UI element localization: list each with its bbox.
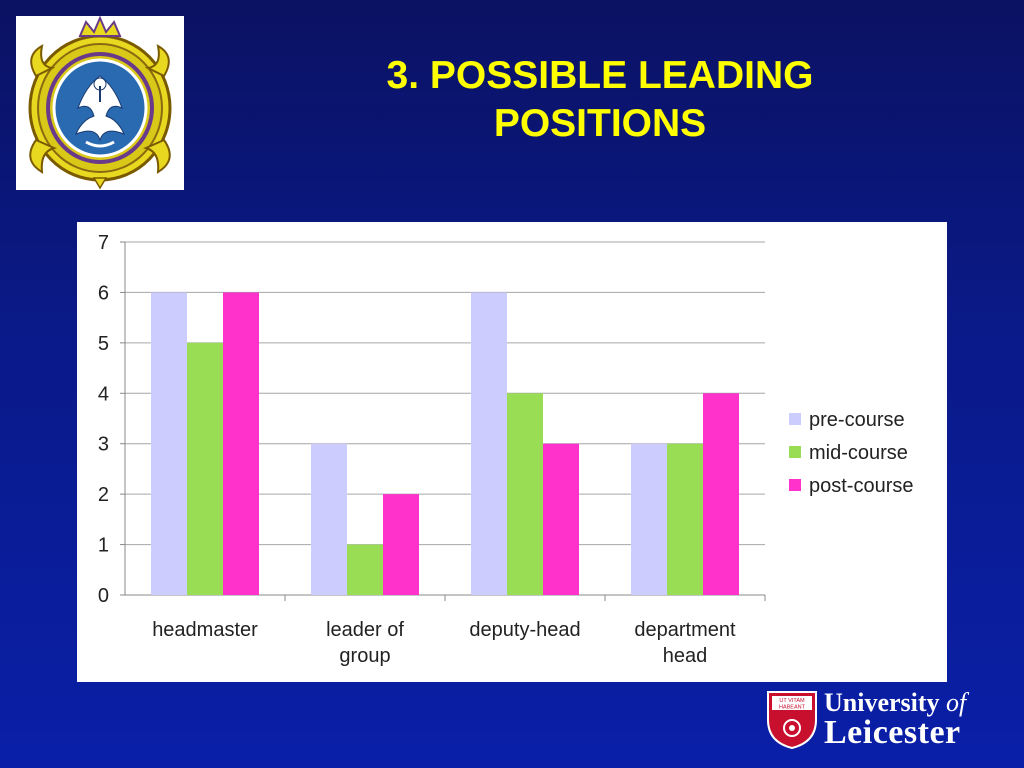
x-tick-label: head [663,645,708,667]
legend-swatch [789,479,801,491]
y-tick-label: 6 [98,282,109,304]
bar-pre-course [311,443,347,595]
y-tick-label: 2 [98,484,109,506]
university-wordmark-line-1: University of [824,688,966,718]
legend-label: post-course [809,475,914,497]
bar-post-course [543,443,579,595]
legend-swatch [789,413,801,425]
bar-mid-course [507,393,543,595]
slide-title-line-1: 3. POSSIBLE LEADING [386,54,814,97]
chart-panel: 0 1 2 3 4 5 6 7 headmaster leader of group deputy-h… [77,222,947,682]
x-tick-label: headmaster [152,619,258,641]
bar-chart: 0 1 2 3 4 5 6 7 headmaster leader of group deputy-h… [98,232,914,667]
y-tick-label: 0 [98,585,109,607]
bar-pre-course [631,443,667,595]
y-tick-label: 4 [98,383,109,405]
university-logo: UT VITAM HABEANT University of Leicester [766,688,1016,752]
shield-motto-1: UT VITAM [779,698,805,704]
legend-label: mid-course [809,442,908,464]
leicester-word: Leicester [824,714,961,751]
legend-label: pre-course [809,409,905,431]
x-tick-label: group [339,645,390,667]
of-word: of [946,688,967,717]
x-tick-label: deputy-head [469,619,580,641]
slide-title-line-2: POSITIONS [493,102,707,145]
x-tick-label: department [634,619,736,641]
y-tick-label: 3 [98,434,109,456]
y-tick-label: 5 [98,333,109,355]
bar-pre-course [151,292,187,595]
y-tick-label: 1 [98,535,109,557]
bar-post-course [703,393,739,595]
bar-post-course [383,494,419,595]
pelican-crest-icon [28,15,172,190]
y-tick-label: 7 [98,232,109,254]
bar-post-course [223,292,259,595]
bar-pre-course [471,292,507,595]
bar-mid-course [187,342,223,595]
x-tick-label: leader of [326,619,404,641]
legend-swatch [789,446,801,458]
bar-mid-course [667,443,703,595]
university-shield-icon: UT VITAM HABEANT [767,691,817,750]
bar-mid-course [347,544,383,595]
crest-logo [16,15,184,190]
shield-motto-2: HABEANT [779,705,806,711]
slide-title: 3. POSSIBLE LEADING POSITIONS [300,52,900,148]
university-word: University [824,688,940,717]
